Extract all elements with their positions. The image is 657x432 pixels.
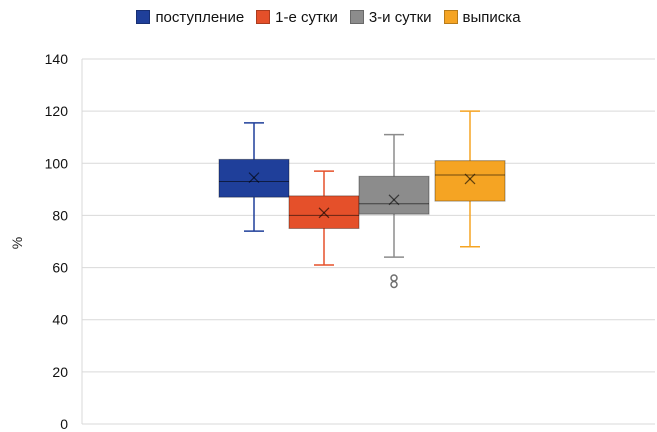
boxes [218,110,506,289]
y-tick-label: 40 [52,312,68,328]
y-tick-label: 20 [52,364,68,380]
legend-label: 3-и сутки [368,8,432,26]
legend-label: 1-е сутки [275,8,338,26]
box-2 [288,170,360,266]
legend-swatch [256,10,271,24]
y-tick-label: 0 [60,416,68,432]
legend-swatch [349,10,364,24]
outlier-point [390,274,398,282]
legend-label: выписка [462,8,521,26]
y-axis-label: % [9,237,25,249]
mean-marker [388,194,400,206]
legend: поступление 1-е сутки 3-и сутки выписка [0,4,657,30]
y-tick-label: 140 [45,51,69,67]
legend-item-discharge: выписка [443,8,521,26]
mean-marker [464,173,476,185]
box-3 [358,133,430,289]
gridlines [81,58,655,425]
y-axis-ticks: 0 20 40 60 80 100 120 140 [45,51,69,432]
y-tick-label: 100 [45,155,69,171]
legend-item-admission: поступление [136,9,244,26]
legend-swatch [443,10,458,24]
legend-label: поступление [155,8,245,26]
legend-item-day3: 3-и сутки [349,8,432,26]
y-tick-label: 80 [52,207,68,223]
mean-marker [318,207,330,219]
y-tick-label: 120 [45,103,69,119]
legend-item-day1: 1-е сутки [256,9,338,26]
box-4 [434,110,506,248]
legend-swatch [136,10,151,24]
box-iqr [434,160,506,202]
outlier-point [390,280,398,289]
mean-marker [248,172,260,184]
box-iqr [358,175,430,215]
y-tick-label: 60 [52,260,68,276]
box-1 [218,122,290,232]
